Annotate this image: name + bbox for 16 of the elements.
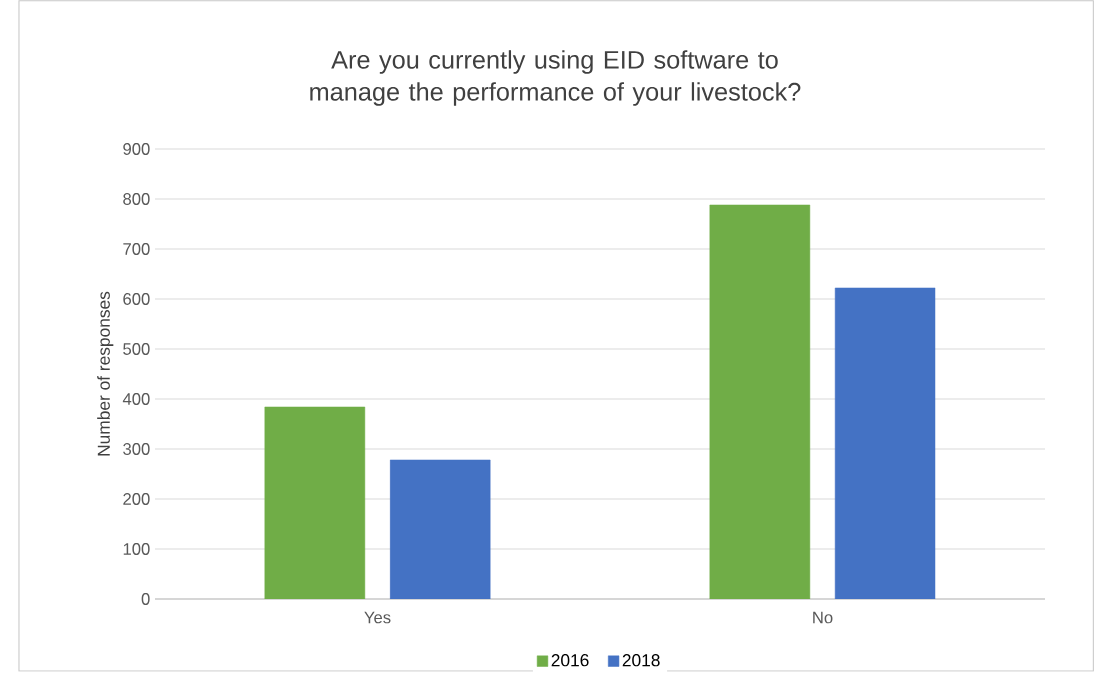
y-tick-label: 700 [123, 243, 150, 255]
y-tick-label: 600 [123, 293, 150, 305]
y-tick-label: 0 [141, 593, 150, 605]
x-tick-label: Yes [364, 611, 391, 624]
chart-title: Are you currently using EID software to manage the performance of your livestock? [310, 50, 801, 106]
y-tick-label: 500 [123, 343, 150, 355]
legend-label: 2018 [622, 654, 660, 667]
y-tick-label: 200 [123, 493, 150, 505]
y-tick-label: 900 [123, 143, 150, 155]
legend-label: 2016 [551, 654, 589, 667]
x-tick-label: No [813, 611, 833, 624]
y-tick-label: 800 [123, 193, 150, 205]
y-tick-label: 400 [122, 393, 150, 405]
y-axis-title: Number of responses [97, 291, 114, 456]
y-tick-label: 100 [123, 543, 150, 555]
y-tick-label: 300 [123, 443, 150, 455]
